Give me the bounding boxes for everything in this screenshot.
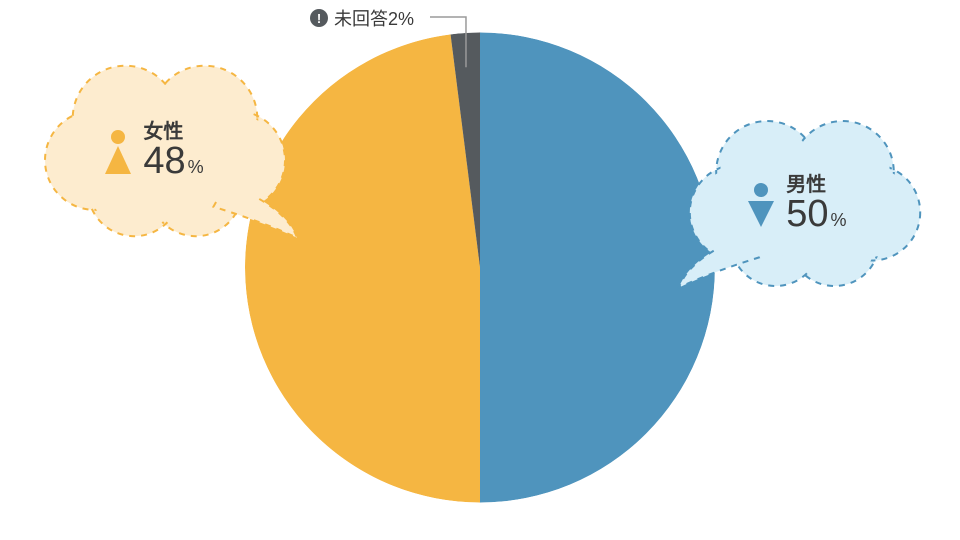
no-answer-unit: % [398, 9, 414, 29]
no-answer-text: 未回答2% [334, 5, 414, 31]
female-value: 48 [143, 142, 185, 180]
chart-stage: 女性 48 % 男性 50 % ! 未回答2% [0, 0, 960, 540]
male-icon [746, 181, 776, 227]
male-value: 50 [786, 195, 828, 233]
female-icon [103, 128, 133, 174]
callout-no-answer: ! 未回答2% [310, 5, 414, 31]
female-unit: % [188, 158, 204, 176]
male-unit: % [830, 211, 846, 229]
callout-content-female: 女性 48 % [103, 122, 203, 180]
callout-content-male: 男性 50 % [746, 175, 846, 233]
pie-svg [245, 33, 715, 503]
male-label: 男性 [786, 175, 826, 195]
exclamation-icon: ! [310, 9, 328, 27]
no-answer-value: 2 [388, 9, 398, 29]
callout-female: 女性 48 % [55, 75, 275, 230]
pie-chart [245, 33, 715, 508]
callout-male: 男性 50 % [700, 130, 910, 280]
no-answer-label: 未回答 [334, 9, 388, 29]
female-label: 女性 [143, 122, 183, 142]
